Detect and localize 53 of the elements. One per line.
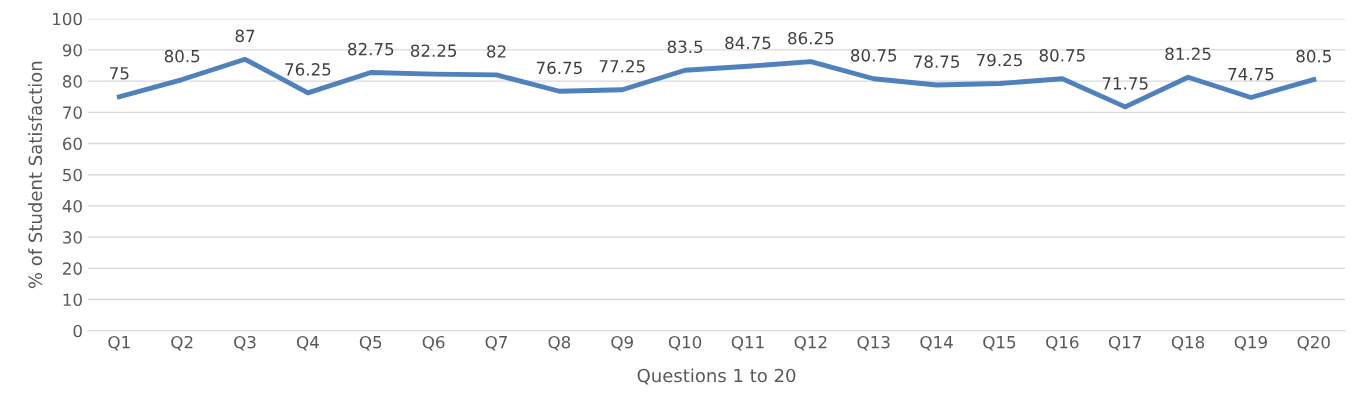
data-label: 82.25 xyxy=(410,44,457,57)
data-label: 83.5 xyxy=(667,40,703,54)
y-tick-label: 70 xyxy=(63,106,82,119)
y-tick-label: 30 xyxy=(63,231,82,244)
x-tick-label: Q18 xyxy=(1171,335,1205,351)
x-tick-label: Q16 xyxy=(1046,335,1079,351)
data-label: 79.25 xyxy=(976,53,1022,67)
y-tick-label: 90 xyxy=(62,43,82,57)
x-tick-label: Q15 xyxy=(983,335,1016,351)
data-label: 80.5 xyxy=(1296,49,1331,63)
data-label: 80.5 xyxy=(164,49,200,63)
x-tick-label: Q4 xyxy=(296,335,319,351)
x-tick-label: Q5 xyxy=(359,335,382,351)
x-tick-label: Q1 xyxy=(108,335,130,351)
x-tick-label: Q12 xyxy=(794,335,827,351)
data-label: 78.75 xyxy=(914,55,959,68)
x-tick-label: Q8 xyxy=(548,335,571,351)
y-tick-label: 20 xyxy=(63,262,82,275)
x-tick-label: Q3 xyxy=(234,335,256,351)
data-label: 77.25 xyxy=(599,59,645,73)
data-label: 87 xyxy=(235,29,255,43)
data-label: 82.75 xyxy=(348,42,394,56)
data-label: 84.75 xyxy=(725,36,771,50)
y-axis-title: % of Student Satisfaction xyxy=(28,61,43,289)
data-label: 75 xyxy=(110,67,129,80)
data-label: 81.25 xyxy=(1165,47,1211,61)
data-label: 80.75 xyxy=(851,49,897,62)
data-label: 76.25 xyxy=(285,63,331,76)
data-label: 86.25 xyxy=(788,31,834,45)
x-tick-label: Q7 xyxy=(485,335,507,351)
x-axis-title: Questions 1 to 20 xyxy=(637,368,796,385)
y-tick-label: 40 xyxy=(62,199,82,213)
x-tick-label: Q14 xyxy=(920,335,953,351)
y-tick-label: 10 xyxy=(63,293,82,307)
data-label: 76.75 xyxy=(536,61,582,75)
y-tick-label: 100 xyxy=(53,12,82,26)
y-tick-label: 80 xyxy=(62,75,82,88)
y-tick-label: 0 xyxy=(73,324,82,338)
data-label: 80.75 xyxy=(1039,49,1085,62)
x-tick-label: Q2 xyxy=(171,335,193,351)
y-tick-label: 60 xyxy=(62,137,82,151)
x-tick-label: Q6 xyxy=(422,335,445,351)
x-tick-label: Q11 xyxy=(731,335,764,351)
x-tick-label: Q9 xyxy=(611,335,633,351)
data-label: 74.75 xyxy=(1228,67,1274,81)
y-tick-label: 50 xyxy=(63,168,82,182)
x-tick-label: Q19 xyxy=(1234,335,1267,351)
x-tick-label: Q17 xyxy=(1108,335,1141,351)
x-tick-label: Q10 xyxy=(668,335,702,351)
data-label: 82 xyxy=(487,45,506,58)
data-label: 71.75 xyxy=(1102,77,1148,90)
x-tick-label: Q20 xyxy=(1297,335,1330,351)
x-tick-label: Q13 xyxy=(857,335,890,351)
